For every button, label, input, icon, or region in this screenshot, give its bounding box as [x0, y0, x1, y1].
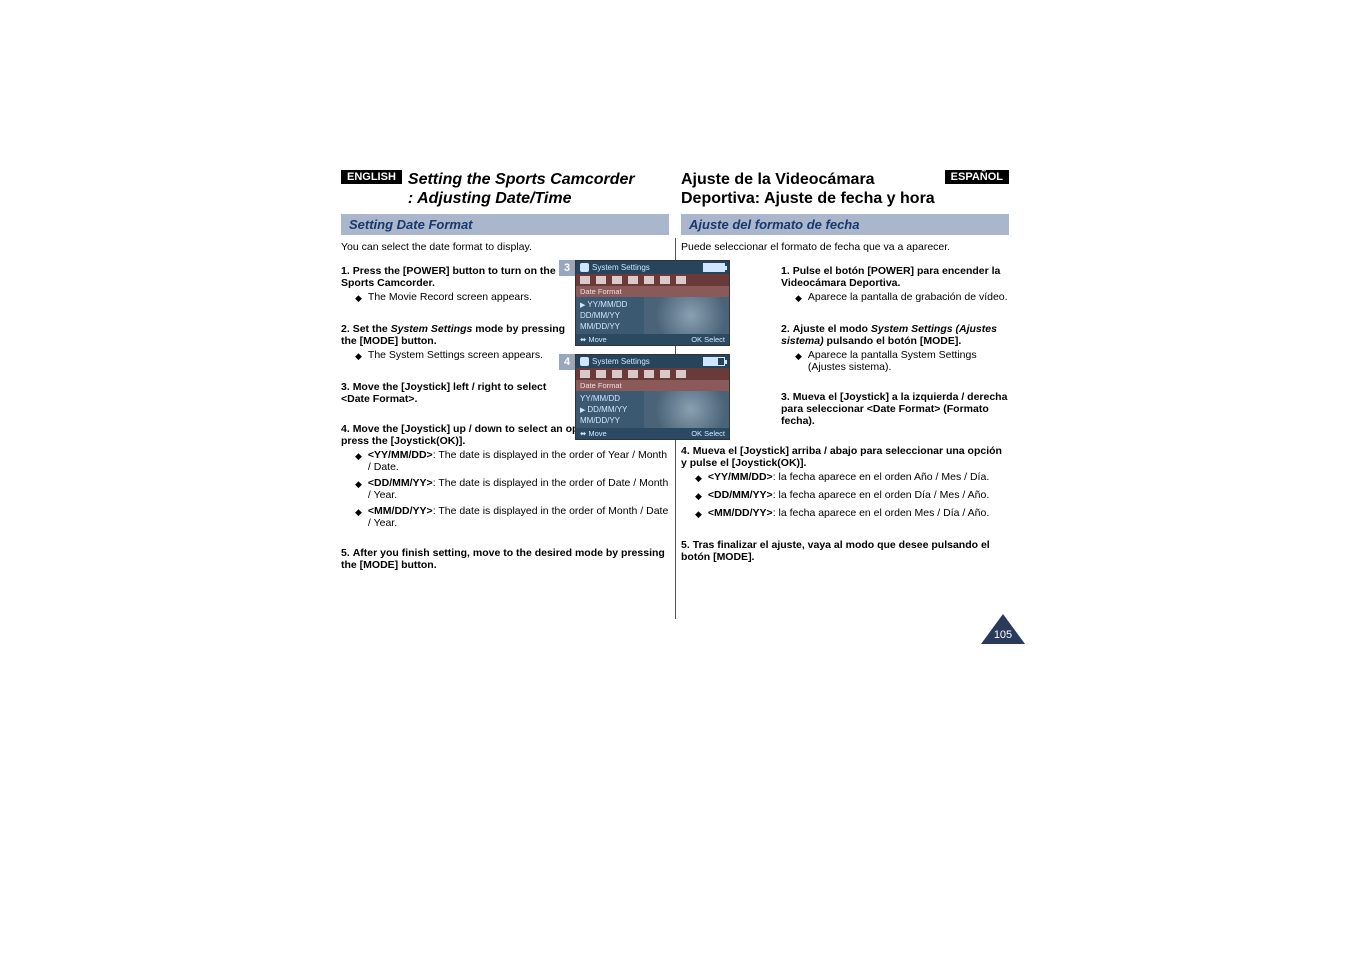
bullet-icon: ◆: [355, 505, 362, 529]
intro-en: You can select the date format to displa…: [341, 241, 669, 253]
lcd-title: System Settings: [592, 357, 650, 366]
t: <YY/MM/DD>: [368, 449, 433, 461]
t: <DD/MM/YY>: [708, 489, 773, 501]
section-bar-es: Ajuste del formato de fecha: [681, 214, 1009, 235]
step-num: 3.: [341, 381, 350, 393]
bullet-icon: ◆: [355, 477, 362, 501]
step-head: Tras finalizar el ajuste, vaya al modo q…: [681, 539, 990, 563]
shot-tag: 4: [559, 354, 575, 370]
t: <MM/DD/YY>: [708, 507, 773, 519]
lcd-preview: [644, 391, 729, 428]
t: <DD/MM/YY>: [368, 477, 433, 489]
gear-icon: [580, 357, 589, 366]
bullet-icon: ◆: [695, 471, 702, 485]
lcd-move: ⬌ Move: [580, 429, 607, 438]
lcd-iconrow: [576, 274, 729, 286]
bullet-icon: ◆: [355, 291, 362, 305]
sub-text: <MM/DD/YY>: la fecha aparece en el orden…: [708, 507, 989, 521]
step-num: 4.: [341, 423, 350, 435]
sub-text: The System Settings screen appears.: [368, 349, 543, 363]
step-head: Mueva el [Joystick] a la izquierda / der…: [781, 391, 1007, 427]
badge-spanish: ESPAÑOL: [945, 170, 1009, 184]
lcd-option: DD/MM/YY: [576, 404, 644, 415]
step-num: 5.: [341, 547, 350, 559]
lcd-option: YY/MM/DD: [576, 299, 644, 310]
lcd-screenshots: 3 System Settings Date Format YY/MM/DD D…: [575, 260, 730, 448]
t: System Settings: [391, 323, 473, 335]
page-number: 105: [981, 614, 1025, 644]
t: pulsando el botón [MODE].: [824, 335, 962, 347]
lcd-shot-3: 3 System Settings Date Format YY/MM/DD D…: [575, 260, 730, 346]
badge-english: ENGLISH: [341, 170, 402, 184]
sub-text: Aparece la pantalla de grabación de víde…: [808, 291, 1008, 305]
battery-icon: [703, 263, 725, 272]
step-num: 1.: [781, 265, 790, 277]
lcd-preview: [644, 297, 729, 334]
sub-text: The Movie Record screen appears.: [368, 291, 532, 305]
bullet-icon: ◆: [355, 349, 362, 363]
sub-text: <YY/MM/DD>: The date is displayed in the…: [368, 449, 669, 473]
t: : la fecha aparece en el orden Día / Mes…: [773, 489, 990, 501]
lcd-select: OK Select: [691, 429, 725, 438]
sub-text: Aparece la pantalla System Settings (Aju…: [808, 349, 1009, 373]
t: <YY/MM/DD>: [708, 471, 773, 483]
bullet-icon: ◆: [795, 349, 802, 373]
sub-text: <DD/MM/YY>: The date is displayed in the…: [368, 477, 669, 501]
lcd-move: ⬌ Move: [580, 335, 607, 344]
sub-text: <DD/MM/YY>: la fecha aparece en el orden…: [708, 489, 989, 503]
step-num: 1.: [341, 265, 350, 277]
step-head: Mueva el [Joystick] arriba / abajo para …: [681, 445, 1002, 469]
bullet-icon: ◆: [795, 291, 802, 305]
step-head: Press the [POWER] button to turn on the …: [341, 265, 556, 289]
step-head: Pulse el botón [POWER] para encender la …: [781, 265, 1000, 289]
section-bar-en: Setting Date Format: [341, 214, 669, 235]
t: Ajuste el modo: [793, 323, 871, 335]
lcd-option: MM/DD/YY: [576, 415, 644, 426]
t: Set the: [353, 323, 391, 335]
title-en-line2: : Adjusting Date/Time: [408, 189, 635, 208]
lcd-crumb: Date Format: [576, 286, 729, 297]
step-head: After you finish setting, move to the de…: [341, 547, 665, 571]
step-num: 3.: [781, 391, 790, 403]
gear-icon: [580, 263, 589, 272]
t: : la fecha aparece en el orden Año / Mes…: [773, 471, 990, 483]
bullet-icon: ◆: [695, 507, 702, 521]
lcd-list: YY/MM/DD DD/MM/YY MM/DD/YY: [576, 297, 644, 334]
battery-icon: [703, 357, 725, 366]
lcd-crumb: Date Format: [576, 380, 729, 391]
step-num: 2.: [341, 323, 350, 335]
shot-tag: 3: [559, 260, 575, 276]
bullet-icon: ◆: [355, 449, 362, 473]
lcd-title: System Settings: [592, 263, 650, 272]
steps-es: 1. Pulse el botón [POWER] para encender …: [681, 265, 1009, 563]
lcd-iconrow: [576, 368, 729, 380]
sub-text: <YY/MM/DD>: la fecha aparece en el orden…: [708, 471, 989, 485]
t: : la fecha aparece en el orden Mes / Día…: [773, 507, 990, 519]
lcd-select: OK Select: [691, 335, 725, 344]
title-en-line1: Setting the Sports Camcorder: [408, 170, 635, 189]
lcd-shot-4: 4 System Settings Date Format YY/MM/DD D…: [575, 354, 730, 440]
intro-es: Puede seleccionar el formato de fecha qu…: [681, 241, 1009, 253]
lcd-option: YY/MM/DD: [576, 393, 644, 404]
title-es-line2: Deportiva: Ajuste de fecha y hora: [681, 189, 1009, 208]
step-num: 2.: [781, 323, 790, 335]
svg-text:105: 105: [994, 629, 1012, 641]
t: <MM/DD/YY>: [368, 505, 433, 517]
lcd-option: MM/DD/YY: [576, 321, 644, 332]
lcd-option: DD/MM/YY: [576, 310, 644, 321]
step-head: Move the [Joystick] left / right to sele…: [341, 381, 546, 405]
lcd-list: YY/MM/DD DD/MM/YY MM/DD/YY: [576, 391, 644, 428]
step-head: Ajuste el modo System Settings (Ajustes …: [781, 323, 997, 347]
bullet-icon: ◆: [695, 489, 702, 503]
sub-text: <MM/DD/YY>: The date is displayed in the…: [368, 505, 669, 529]
step-num: 5.: [681, 539, 690, 551]
step-head: Set the System Settings mode by pressing…: [341, 323, 565, 347]
